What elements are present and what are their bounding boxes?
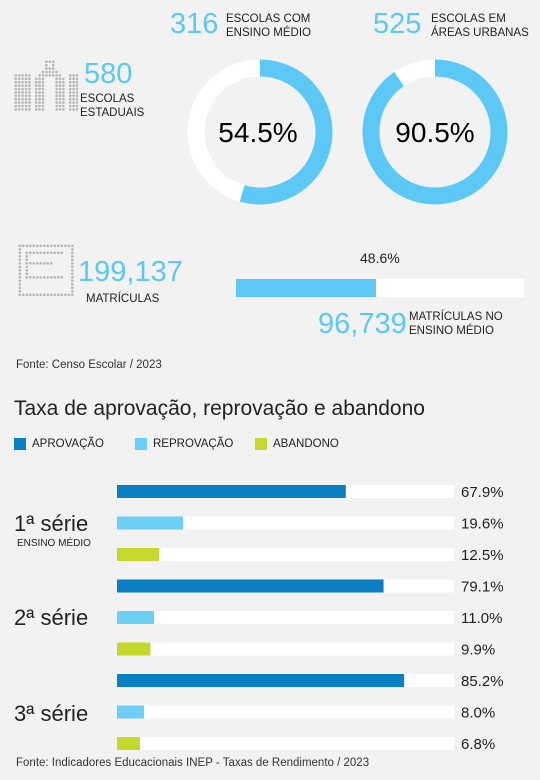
matriculas-em-bar-fill [236,279,376,297]
ensino-medio-percent: 54.5% [218,117,297,148]
category-label-3: 3ª série [14,701,89,726]
bar-reprovacao-2 [117,611,155,624]
bar-value-label: 67.9% [461,484,504,501]
category-subtitle-1: ENSINO MÉDIO [17,538,91,549]
bar-value-label: 19.6% [461,516,504,533]
legend-label-abandono: ABANDONO [273,438,339,450]
bar-track [117,611,454,624]
matriculas-em-percent: 48.6% [360,250,400,266]
ensino-medio-label-line1: ESCOLAS COM [226,13,311,25]
ensino-medio-label-line2: ENSINO MÉDIO [226,27,311,39]
legend-swatch-abandono [255,438,267,450]
escolas-estaduais-label-line1: ESCOLAS [80,93,135,105]
matriculas-em-value: 96,739 [318,308,407,340]
bar-value-label: 9.9% [461,642,495,659]
legend-swatch-aprovacao [14,438,26,450]
bar-track [117,642,454,656]
category-label-1: 1ª série [14,511,89,536]
ensino-medio-label: ESCOLAS COM ENSINO MÉDIO [226,12,311,40]
bar-value-label: 8.0% [461,705,495,722]
bar-value-label: 6.8% [461,736,495,753]
legend-label-reprovacao: REPROVAÇÃO [153,438,234,450]
bar-reprovacao-1 [117,516,184,530]
areas-urbanas-value: 525 [373,8,422,40]
bar-aprovacao-1 [117,485,346,498]
enrollment-document-icon [18,244,74,304]
bar-track [117,548,454,561]
matriculas-em-bar [236,279,524,297]
chart-legend: APROVAÇÃO REPROVAÇÃO ABANDONO [14,437,534,453]
source-bottom: Fonte: Indicadores Educacionais INEP - T… [16,757,370,769]
bar-aprovacao-2 [117,579,384,593]
category-label-2: 2ª série [14,605,89,630]
areas-urbanas-gauge-arc [362,59,508,205]
donut-gauges: 54.5% 90.5% [187,59,508,205]
bar-abandono-2 [117,642,151,656]
areas-urbanas-gauge: 90.5% [362,59,508,205]
matriculas-em-label-line2: ENSINO MÉDIO [409,325,494,337]
matriculas-label: MATRÍCULAS [86,293,160,305]
rates-bar-chart: 67.9% 19.6% 12.5% 79.1% 11.0% 9.9% 85.2% 8.0% 6.… [117,484,504,753]
ensino-medio-gauge: 54.5% [187,59,333,205]
areas-urbanas-percent: 90.5% [395,117,474,148]
bar-value-label: 85.2% [461,673,504,690]
ensino-medio-gauge-arc [239,59,333,205]
matriculas-em-label-line1: MATRÍCULAS NO [409,311,503,323]
chart-title: Taxa de aprovação, reprovação e abandono [14,397,425,420]
ensino-medio-value: 316 [170,8,219,40]
bar-abandono-3 [117,737,140,750]
school-building-icon [14,60,78,120]
bar-value-label: 79.1% [461,579,504,596]
bar-value-label: 11.0% [461,610,502,627]
escolas-estaduais-label: ESCOLAS ESTADUAIS [80,92,144,120]
legend-swatch-reprovacao [135,438,147,450]
areas-urbanas-label-line2: ÁREAS URBANAS [431,27,529,39]
areas-urbanas-label: ESCOLAS EM ÁREAS URBANAS [431,12,529,40]
bar-track [117,516,454,530]
bar-abandono-1 [117,548,160,561]
bar-track [117,705,454,719]
bar-track [117,737,454,750]
bar-reprovacao-3 [117,705,144,719]
source-top: Fonte: Censo Escolar / 2023 [16,359,162,371]
areas-urbanas-label-line1: ESCOLAS EM [431,13,506,25]
matriculas-value: 199,137 [78,256,183,288]
escolas-estaduais-value: 580 [84,58,133,90]
bar-aprovacao-3 [117,674,405,687]
legend-label-aprovacao: APROVAÇÃO [32,438,104,450]
bar-value-label: 12.5% [461,547,504,564]
matriculas-em-label: MATRÍCULAS NO ENSINO MÉDIO [409,310,503,338]
escolas-estaduais-label-line2: ESTADUAIS [80,107,145,119]
